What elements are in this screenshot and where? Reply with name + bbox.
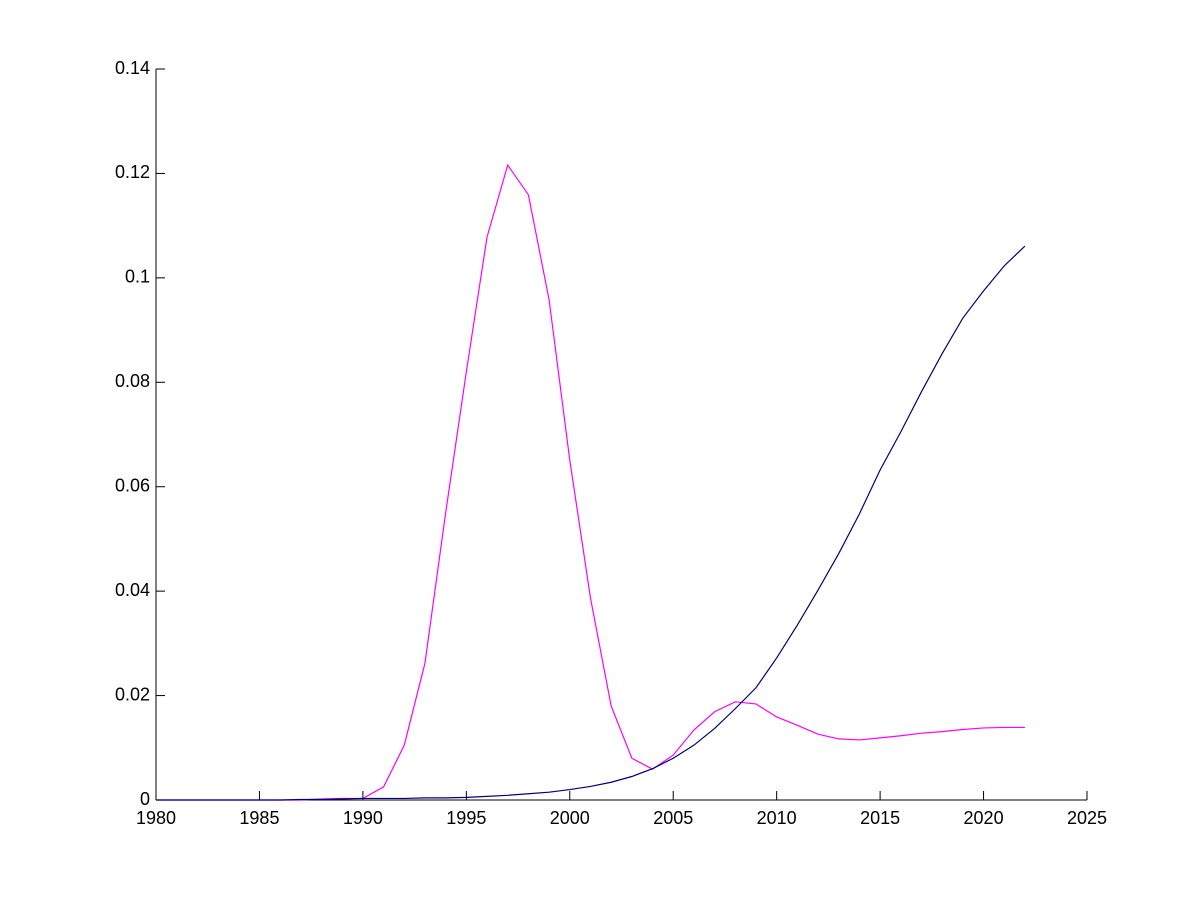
y-tick-label: 0.08	[115, 371, 150, 391]
x-tick-label: 1985	[239, 808, 279, 828]
y-tick-label: 0.1	[125, 267, 150, 287]
y-tick-label: 0.06	[115, 475, 150, 495]
x-tick-label: 2000	[550, 808, 590, 828]
x-tick-label: 2025	[1067, 808, 1107, 828]
x-tick-label: 2020	[964, 808, 1004, 828]
x-tick-label: 2005	[653, 808, 693, 828]
x-tick-label: 1995	[446, 808, 486, 828]
x-tick-label: 2015	[860, 808, 900, 828]
y-tick-label: 0.04	[115, 580, 150, 600]
y-tick-label: 0.12	[115, 162, 150, 182]
y-tick-label: 0.02	[115, 684, 150, 704]
line-series	[156, 245, 1026, 801]
y-tick-label: 0.14	[115, 58, 150, 78]
line-series	[156, 163, 1025, 801]
x-tick-label: 1990	[343, 808, 383, 828]
x-tick-label: 2010	[757, 808, 797, 828]
x-tick-label: 1980	[136, 808, 176, 828]
y-tick-label: 0	[140, 789, 150, 809]
